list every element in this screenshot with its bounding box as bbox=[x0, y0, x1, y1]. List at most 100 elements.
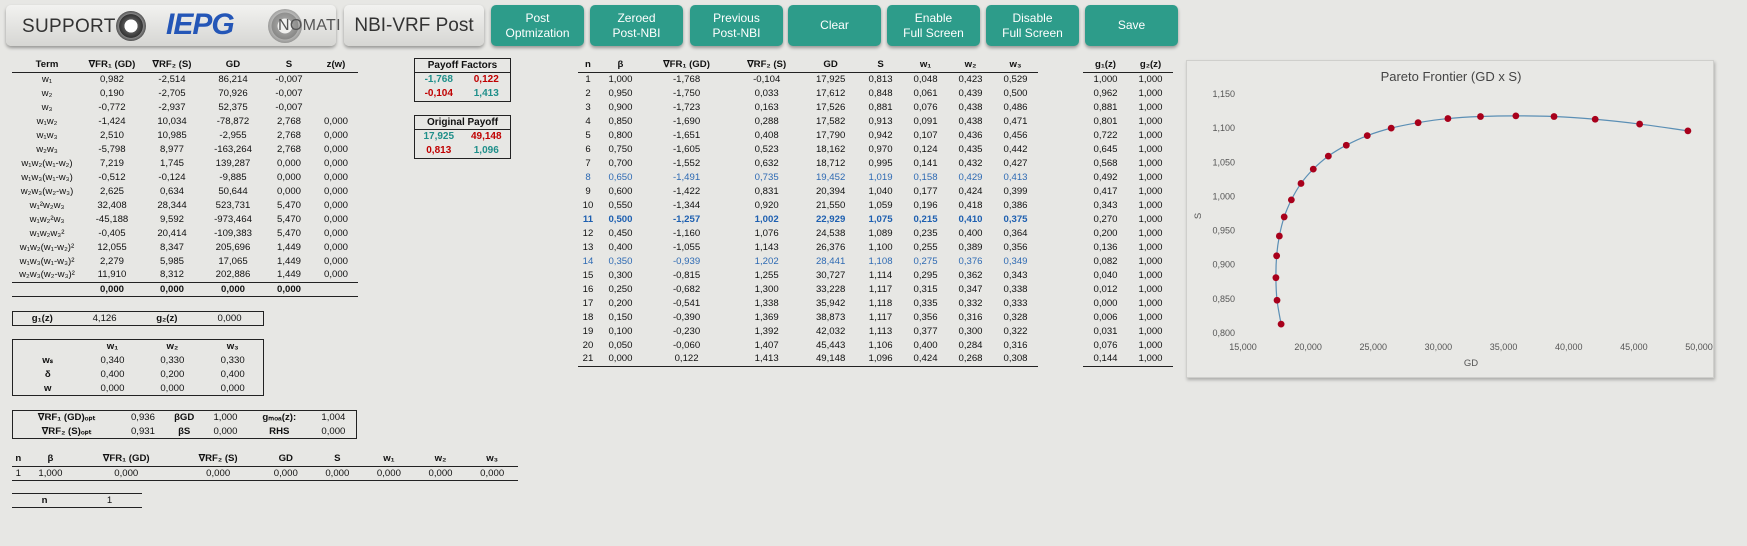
save-button[interactable]: Save bbox=[1085, 5, 1178, 46]
chart-title: Pareto Frontier (GD x S) bbox=[1381, 69, 1522, 84]
terms-cell bbox=[314, 100, 358, 114]
g-values-box: g₁(z) 4,126 g₂(z) 0,000 bbox=[12, 311, 264, 326]
terms-cell: w₂ bbox=[41, 87, 53, 99]
results-cell: 17,526 bbox=[815, 101, 846, 113]
terms-cell: 17,065 bbox=[218, 255, 248, 267]
weights-cell: 0,200 bbox=[160, 369, 185, 380]
results-cell: 0,813 bbox=[868, 73, 893, 85]
g-table-row: 0,006 1,000 bbox=[1083, 310, 1173, 324]
results-cell: 0,255 bbox=[913, 241, 938, 253]
results-cell: 0,033 bbox=[754, 87, 779, 99]
terms-cell: -0,007 bbox=[275, 87, 303, 99]
results-cell: 11 bbox=[582, 213, 594, 225]
terms-row: w₂w₃ -5,798 8,977 -163,264 2,768 0,000 bbox=[12, 142, 358, 156]
terms-cell: w₁w₃(w₁-w₃) bbox=[21, 171, 73, 183]
n-table-cell: 0,000 bbox=[114, 467, 139, 479]
results-cell: 0,486 bbox=[1003, 101, 1028, 113]
terms-cell: w₁w₃ bbox=[36, 129, 58, 141]
original-payoff-title: Original Payoff bbox=[415, 116, 510, 130]
g-table-cell: 0,645 bbox=[1093, 143, 1118, 155]
terms-row: w₁w₃(w₁-w₃)² 2,279 5,985 17,065 1,449 0,000 bbox=[12, 254, 358, 268]
g-table-header: g₁(z) bbox=[1083, 58, 1128, 73]
weights-cell: 0,330 bbox=[220, 355, 245, 366]
terms-cell: -2,514 bbox=[158, 73, 186, 85]
pareto-point bbox=[1636, 120, 1644, 128]
results-cell: 0,333 bbox=[1003, 297, 1028, 309]
y-tick-label: 1,150 bbox=[1212, 89, 1235, 99]
zeroed-post-nbi-button[interactable]: Zeroed Post-NBI bbox=[590, 5, 683, 46]
g-table-cell: 1,000 bbox=[1138, 199, 1163, 211]
results-cell: 20 bbox=[582, 339, 594, 351]
results-cell: 0,100 bbox=[608, 325, 633, 337]
results-cell: 22,929 bbox=[815, 213, 846, 225]
n-table-header: w₂ bbox=[414, 452, 467, 467]
results-cell: -0,104 bbox=[753, 73, 781, 85]
g-table-header: g₂(z) bbox=[1128, 58, 1173, 73]
y-tick-label: 0,850 bbox=[1212, 294, 1235, 304]
pareto-point bbox=[1280, 213, 1288, 221]
terms-cell: 50,644 bbox=[218, 185, 248, 197]
results-cell: 15 bbox=[582, 269, 594, 281]
results-cell: -1,055 bbox=[672, 241, 701, 253]
g-table-row: 0,082 1,000 bbox=[1083, 254, 1173, 268]
optimum-cell: βGD bbox=[174, 412, 195, 424]
terms-cell: 0,000 bbox=[276, 157, 301, 169]
results-cell: 0,356 bbox=[913, 311, 938, 323]
terms-cell: 0,190 bbox=[99, 87, 124, 99]
results-cell: 45,443 bbox=[815, 339, 846, 351]
terms-cell: -1,424 bbox=[98, 115, 126, 127]
terms-cell: -2,955 bbox=[219, 129, 247, 141]
results-cell: 0,200 bbox=[608, 297, 633, 309]
pareto-point bbox=[1512, 112, 1520, 120]
disable-full-screen-button[interactable]: Disable Full Screen bbox=[986, 5, 1079, 46]
clear-button[interactable]: Clear bbox=[788, 5, 881, 46]
y-tick-label: 1,000 bbox=[1212, 191, 1235, 201]
results-cell: 1,002 bbox=[754, 213, 779, 225]
results-cell: 17 bbox=[582, 297, 594, 309]
weights-box: w₁ w₂ w₃ wₛ 0,340 0,330 0,330 δ 0,400 0,200 0,4… bbox=[12, 339, 264, 396]
previous-post-nbi-button[interactable]: Previous Post-NBI bbox=[690, 5, 783, 46]
weights-cell: wₛ bbox=[42, 355, 54, 366]
n-table-cell: 0,000 bbox=[428, 467, 453, 479]
terms-header-term: Term bbox=[12, 58, 82, 73]
post-optimization-button[interactable]: Post Optmization bbox=[491, 5, 584, 46]
optimum-row: ∇RF₁ (GD)ₒₚₜ 0,936 βGD 1,000 gₘₒₐ(z): 1,004 bbox=[13, 411, 357, 425]
results-row: 10 0,550 -1,344 0,920 21,550 1,059 0,196 0,418 0… bbox=[578, 198, 1038, 212]
terms-cell: w₁ bbox=[41, 73, 53, 85]
results-cell: 18 bbox=[582, 311, 594, 323]
g-table-cell: 0,270 bbox=[1093, 213, 1118, 225]
results-cell: 0,408 bbox=[754, 129, 779, 141]
results-cell: 14 bbox=[582, 255, 594, 267]
results-cell: 0,250 bbox=[608, 283, 633, 295]
results-row: 12 0,450 -1,160 1,076 24,538 1,089 0,235 0,400 0… bbox=[578, 226, 1038, 240]
results-cell: 0,848 bbox=[868, 87, 893, 99]
n-table-cell: 0,000 bbox=[273, 467, 298, 479]
terms-header-s: S bbox=[264, 58, 314, 73]
pareto-chart[interactable]: Pareto Frontier (GD x S) GD S 15,000 20,000 2… bbox=[1186, 60, 1714, 378]
results-row: 18 0,150 -0,390 1,369 38,873 1,117 0,356 0,316 0… bbox=[578, 310, 1038, 324]
results-cell: 0,550 bbox=[608, 199, 633, 211]
g-table-row: 0,012 1,000 bbox=[1083, 282, 1173, 296]
results-cell: 0,950 bbox=[608, 87, 633, 99]
terms-cell: 5,470 bbox=[276, 213, 301, 225]
terms-cell: 86,214 bbox=[218, 73, 248, 85]
results-cell: 0,375 bbox=[1003, 213, 1028, 225]
results-cell: 0,400 bbox=[608, 241, 633, 253]
terms-cell: w₁w₂ bbox=[36, 115, 58, 127]
results-cell: 1,040 bbox=[868, 185, 893, 197]
g-table-row: 0,200 1,000 bbox=[1083, 226, 1173, 240]
n-table-cell: 0,000 bbox=[325, 467, 350, 479]
g-table-cell: 1,000 bbox=[1138, 143, 1163, 155]
x-tick-label: 20,000 bbox=[1294, 342, 1322, 352]
results-cell: 0,900 bbox=[608, 101, 633, 113]
results-cell: 0,268 bbox=[958, 353, 983, 365]
x-tick-label: 50,000 bbox=[1685, 342, 1713, 352]
g-table-row: 0,270 1,000 bbox=[1083, 212, 1173, 226]
results-cell: 0,650 bbox=[608, 171, 633, 183]
enable-full-screen-button[interactable]: Enable Full Screen bbox=[887, 5, 980, 46]
terms-cell: w₁w₂²w₃ bbox=[29, 213, 65, 225]
results-cell: 35,942 bbox=[815, 297, 846, 309]
results-header: ∇RF₂ (S) bbox=[730, 58, 804, 73]
terms-cell: 0,000 bbox=[323, 199, 348, 211]
page-title: NBI-VRF Post bbox=[354, 15, 474, 36]
